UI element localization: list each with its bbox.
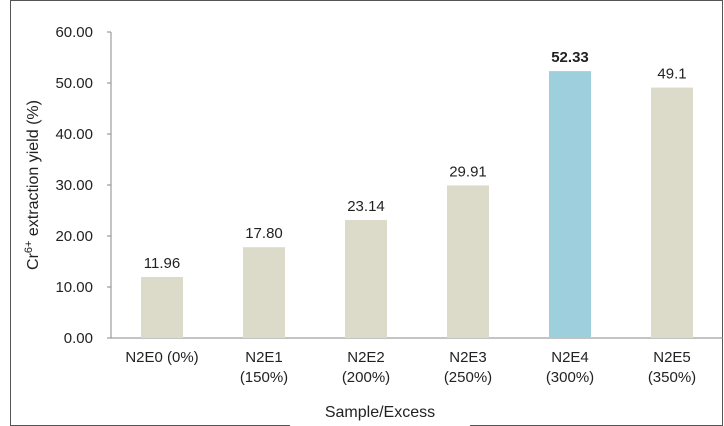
y-title-part: extraction yield (%) xyxy=(25,100,42,241)
y-title-part: 6+ xyxy=(23,241,35,254)
bar xyxy=(243,247,285,338)
y-title-part: Cr xyxy=(25,252,42,270)
bar xyxy=(345,219,387,338)
bar xyxy=(447,185,489,338)
y-tick-label: 30.00 xyxy=(55,177,93,194)
x-tick-label: N2E1 (150%) xyxy=(240,349,288,386)
y-tick-label: 20.00 xyxy=(55,228,93,245)
y-tick-label: 10.00 xyxy=(55,279,93,296)
x-tick-label: N2E2 (200%) xyxy=(342,349,390,386)
data-label: 11.96 xyxy=(144,255,180,272)
data-label: 17.80 xyxy=(245,225,283,242)
x-tick-label: N2E5 (350%) xyxy=(648,349,696,386)
data-label: 52.33 xyxy=(551,49,589,66)
y-tick-label: 50.00 xyxy=(55,75,93,92)
y-tick-label: 40.00 xyxy=(55,126,93,143)
x-tick-label: N2E0 (0%) xyxy=(125,349,198,366)
y-tick-label: 60.00 xyxy=(55,24,93,41)
bar xyxy=(651,87,693,338)
y-axis-title: Cr6+ extraction yield (%) xyxy=(23,100,42,270)
data-label: 49.1 xyxy=(657,66,686,83)
y-tick-label: 0.00 xyxy=(64,330,93,347)
bar xyxy=(549,71,591,338)
x-tick-label: N2E4 (300%) xyxy=(546,349,594,386)
data-label: 29.91 xyxy=(449,163,487,180)
data-label: 23.14 xyxy=(347,198,385,215)
x-axis-title: Sample/Excess xyxy=(325,404,435,421)
x-title-box xyxy=(290,398,470,426)
x-tick-label: N2E3 (250%) xyxy=(444,349,492,386)
bar xyxy=(141,277,183,338)
